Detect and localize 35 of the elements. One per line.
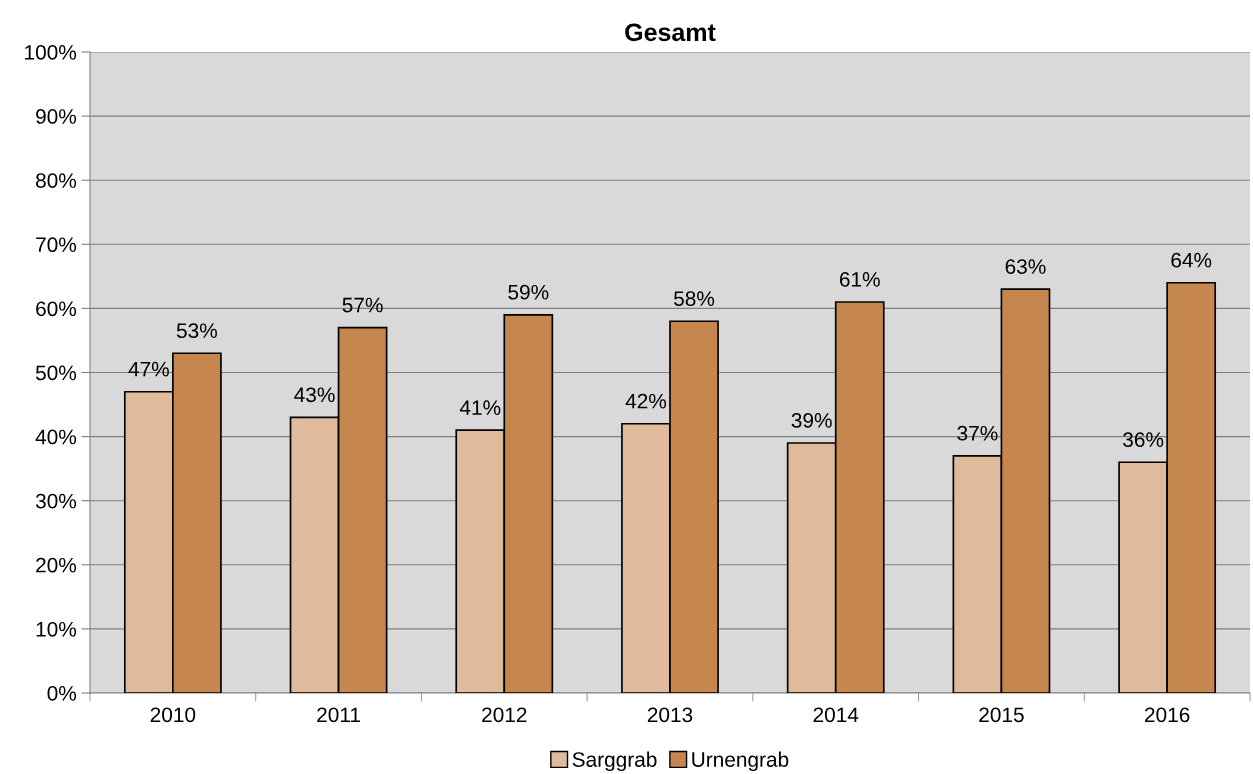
data-label: 47% — [128, 361, 169, 377]
x-tick-label: 2012 — [482, 707, 527, 723]
y-tick-label: 40% — [35, 429, 77, 445]
y-tick-label: 90% — [36, 109, 77, 124]
y-tick-label: 50% — [35, 365, 77, 381]
y-tick-label: 80% — [36, 173, 77, 188]
data-label: 53% — [176, 323, 217, 339]
x-tick-label: 2015 — [979, 707, 1024, 723]
legend-label: Sarggrab — [572, 751, 657, 772]
y-tick-label: 60% — [36, 301, 77, 317]
y-tick-label: 20% — [36, 557, 77, 573]
y-tick-label: 100% — [25, 45, 77, 60]
data-label: 37% — [957, 425, 998, 441]
data-label: 64% — [1171, 252, 1212, 268]
data-label: 59% — [508, 284, 549, 300]
data-label: 58% — [674, 291, 715, 306]
legend-label: Urnengrab — [692, 751, 789, 772]
x-tick-label: 2016 — [1145, 707, 1190, 723]
x-tick-label: 2010 — [150, 707, 196, 723]
x-tick-label: 2014 — [813, 707, 859, 723]
data-label: 41% — [459, 400, 501, 415]
data-label: 39% — [791, 413, 832, 428]
chart-title: Gesamt — [625, 23, 716, 42]
y-tick-label: 70% — [36, 237, 77, 253]
x-tick-label: 2011 — [317, 707, 360, 723]
x-tick-label: 2013 — [647, 707, 693, 723]
y-tick-label: 30% — [35, 493, 77, 509]
y-tick-label: 10% — [36, 621, 77, 637]
data-label: 43% — [294, 387, 335, 403]
data-label: 61% — [839, 272, 880, 287]
data-label: 42% — [625, 393, 667, 409]
data-label: 63% — [1005, 259, 1046, 274]
data-label: 36% — [1123, 432, 1164, 448]
y-tick-label: 0% — [47, 686, 77, 701]
data-label: 57% — [342, 297, 383, 313]
